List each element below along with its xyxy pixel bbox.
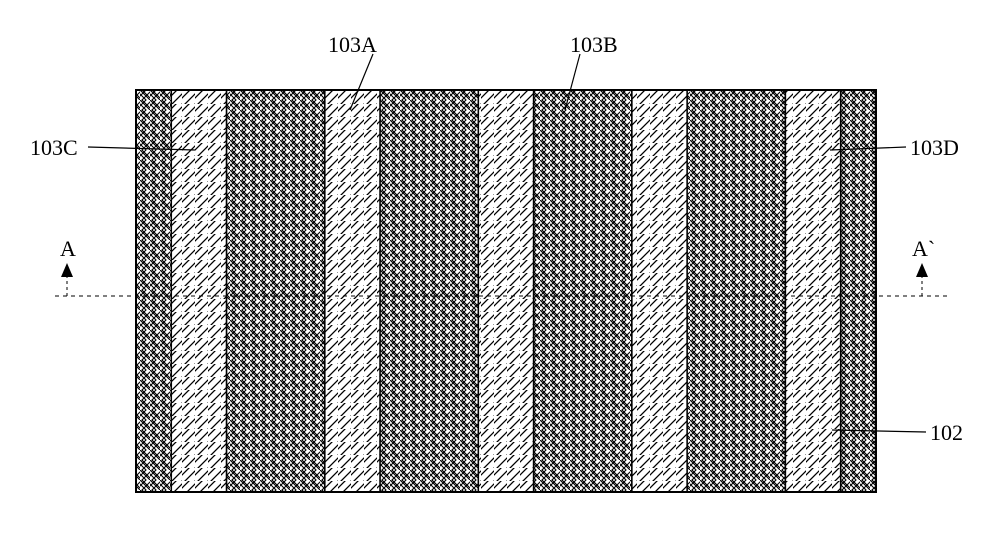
stripe-5 xyxy=(478,90,533,492)
stripe-8 xyxy=(687,90,785,492)
stripe-4 xyxy=(380,90,478,492)
label-A-prime: A` xyxy=(912,236,935,262)
label-102: 102 xyxy=(930,420,963,446)
label-103D: 103D xyxy=(910,135,959,161)
stripe-3 xyxy=(325,90,380,492)
stripe-0 xyxy=(136,90,171,492)
label-103B: 103B xyxy=(570,32,618,58)
label-103A: 103A xyxy=(328,32,377,58)
arrow-up-left xyxy=(61,263,73,277)
label-A: A xyxy=(60,236,76,262)
arrow-up-right xyxy=(916,263,928,277)
cross-section-diagram xyxy=(0,0,1000,556)
stripe-1 xyxy=(171,90,226,492)
stripe-2 xyxy=(227,90,325,492)
stripe-7 xyxy=(632,90,687,492)
patterned-rectangle xyxy=(136,90,876,492)
stripe-10 xyxy=(841,90,876,492)
label-103C: 103C xyxy=(30,135,78,161)
stripe-6 xyxy=(534,90,632,492)
